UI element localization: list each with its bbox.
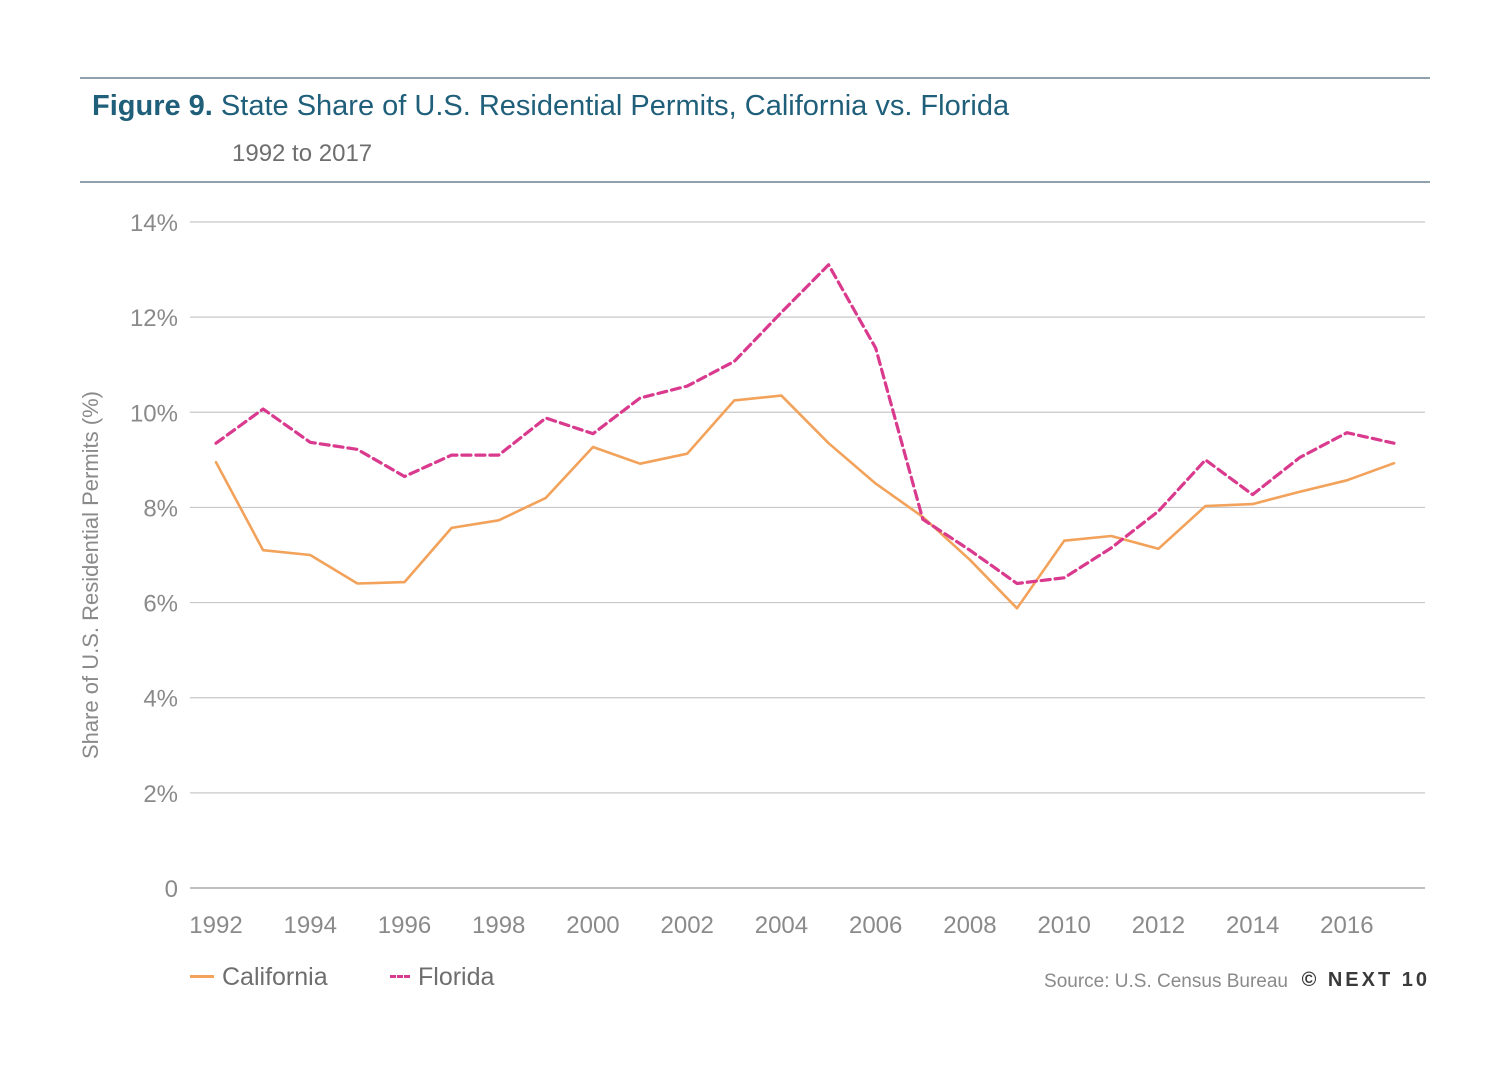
x-tick-label: 1998 [472, 912, 525, 939]
x-tick-label: 2014 [1226, 912, 1279, 939]
florida-swatch [390, 974, 410, 978]
x-tick-label: 2004 [755, 912, 808, 939]
y-tick-label: 12% [130, 305, 178, 332]
title-text: State Share of U.S. Residential Permits,… [220, 90, 1010, 122]
x-tick-label: 1994 [284, 912, 337, 939]
x-tick-label: 2010 [1037, 912, 1090, 939]
top-rule [80, 77, 1430, 79]
legend-florida: Florida [390, 963, 494, 992]
legend-label-california: California [222, 963, 328, 991]
y-tick-label: 4% [143, 686, 178, 713]
x-tick-label: 1992 [189, 912, 242, 939]
series-line-florida [214, 263, 1396, 586]
california-swatch [190, 974, 214, 978]
figure-title: Figure 9. State Share of U.S. Residentia… [92, 90, 1009, 123]
y-tick-label: 0 [165, 876, 178, 903]
x-tick-label: 2008 [943, 912, 996, 939]
x-tick-label: 2002 [661, 912, 714, 939]
x-tick-label: 2000 [566, 912, 619, 939]
legend-label-florida: Florida [418, 963, 495, 991]
source-note: Source: U.S. Census Bureau [1044, 971, 1288, 992]
figure-label: Figure 9. [92, 90, 213, 122]
x-tick-label: 2012 [1132, 912, 1185, 939]
y-tick-label: 2% [143, 781, 178, 808]
legend-california: California [190, 963, 328, 992]
brand-logo: © NEXT 10 [1301, 969, 1430, 991]
y-axis-label: Share of U.S. Residential Permits (%) [78, 391, 103, 759]
y-tick-label: 8% [143, 495, 178, 522]
series-line-california [214, 394, 1396, 610]
y-tick-label: 14% [130, 210, 178, 237]
x-tick-label: 2016 [1320, 912, 1373, 939]
x-tick-label: 1996 [378, 912, 431, 939]
x-tick-label: 2006 [849, 912, 902, 939]
y-tick-label: 10% [130, 400, 178, 427]
y-tick-label: 6% [143, 591, 178, 618]
header-rule [80, 181, 1430, 183]
figure-subtitle: 1992 to 2017 [232, 140, 373, 167]
